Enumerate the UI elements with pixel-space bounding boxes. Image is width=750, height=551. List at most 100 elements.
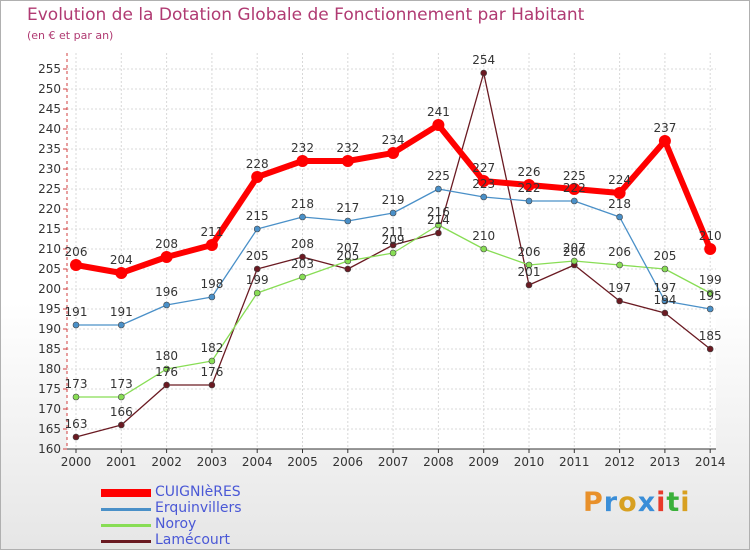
y-tick-label: 240 xyxy=(38,122,61,136)
data-label: 206 xyxy=(518,245,541,259)
proxiti-logo: Proxiti xyxy=(583,487,691,518)
data-label: 198 xyxy=(200,277,223,291)
x-tick-label: 2014 xyxy=(695,455,726,469)
data-label: 205 xyxy=(246,249,269,263)
y-tick-label: 220 xyxy=(38,202,61,216)
data-point xyxy=(253,289,261,297)
y-tick-label: 235 xyxy=(38,142,61,156)
data-label: 214 xyxy=(427,213,450,227)
data-point xyxy=(118,421,125,429)
data-point xyxy=(344,217,352,225)
data-label: 199 xyxy=(699,273,722,287)
data-point xyxy=(661,297,669,305)
data-point xyxy=(299,213,306,221)
data-point xyxy=(72,393,80,401)
y-tick-label: 195 xyxy=(38,302,61,316)
y-tick-label: 210 xyxy=(38,242,61,256)
legend-label: Erquinvillers xyxy=(155,500,242,516)
data-label: 191 xyxy=(65,305,88,319)
data-point xyxy=(658,135,671,147)
data-label: 234 xyxy=(382,133,405,147)
data-label: 208 xyxy=(155,237,178,251)
data-point xyxy=(208,381,216,389)
x-tick-label: 2012 xyxy=(604,455,635,469)
data-label: 206 xyxy=(563,245,586,259)
data-point xyxy=(432,119,445,131)
data-point xyxy=(525,281,533,289)
y-tick-label: 215 xyxy=(38,222,61,236)
logo-letter: i xyxy=(680,487,691,518)
data-label: 232 xyxy=(336,141,359,155)
data-point xyxy=(706,345,714,353)
y-tick-label: 190 xyxy=(38,322,61,336)
data-label: 225 xyxy=(563,169,586,183)
data-label: 254 xyxy=(472,53,495,67)
data-label: 218 xyxy=(608,197,631,211)
data-label: 196 xyxy=(155,285,178,299)
data-label: 208 xyxy=(291,237,314,251)
data-label: 216 xyxy=(427,205,450,219)
data-label: 173 xyxy=(110,377,133,391)
data-point xyxy=(296,155,309,167)
data-point xyxy=(387,147,400,159)
data-point xyxy=(616,213,623,221)
data-point xyxy=(704,243,717,255)
x-tick-label: 2010 xyxy=(514,455,545,469)
data-point xyxy=(389,249,397,257)
data-point xyxy=(205,239,218,251)
data-label: 203 xyxy=(291,257,314,271)
data-point xyxy=(341,155,354,167)
data-label: 209 xyxy=(382,233,405,247)
data-label: 180 xyxy=(155,349,178,363)
data-label: 224 xyxy=(608,173,631,187)
data-label: 210 xyxy=(472,229,495,243)
y-tick-label: 160 xyxy=(38,442,61,456)
data-label: 205 xyxy=(653,249,676,263)
y-tick-label: 170 xyxy=(38,402,61,416)
data-label: 207 xyxy=(336,241,359,255)
chart-subtitle: (en € et par an) xyxy=(27,29,114,42)
data-point xyxy=(115,267,128,279)
data-point xyxy=(435,221,442,229)
y-tick-label: 230 xyxy=(38,162,61,176)
data-point xyxy=(299,253,306,261)
data-label: 223 xyxy=(472,177,495,191)
y-tick-label: 175 xyxy=(38,382,61,396)
data-label: 206 xyxy=(65,245,88,259)
data-point xyxy=(72,433,80,441)
data-point xyxy=(118,393,125,401)
data-label: 211 xyxy=(200,225,223,239)
data-label: 222 xyxy=(563,181,586,195)
legend-label: Noroy xyxy=(155,516,197,532)
data-point xyxy=(435,185,442,193)
data-label: 194 xyxy=(653,293,676,307)
y-tick-label: 180 xyxy=(38,362,61,376)
logo-letter: i xyxy=(656,487,667,518)
data-label: 232 xyxy=(291,141,314,155)
data-point xyxy=(525,261,533,269)
logo-letter: x xyxy=(637,487,657,518)
data-point xyxy=(570,197,578,205)
data-label: 185 xyxy=(699,329,722,343)
data-point xyxy=(251,171,264,183)
data-label: 176 xyxy=(155,365,178,379)
x-tick-label: 2011 xyxy=(559,455,590,469)
data-point xyxy=(389,241,397,249)
data-point xyxy=(344,265,352,273)
data-point xyxy=(253,225,261,233)
data-label: 227 xyxy=(472,161,495,175)
data-label: 204 xyxy=(110,253,133,267)
data-label: 199 xyxy=(246,273,269,287)
data-label: 205 xyxy=(336,249,359,263)
data-label: 215 xyxy=(246,209,269,223)
x-tick-label: 2000 xyxy=(61,455,92,469)
data-point xyxy=(163,365,170,373)
data-point xyxy=(480,193,488,201)
data-label: 222 xyxy=(518,181,541,195)
x-tick-label: 2007 xyxy=(378,455,409,469)
logo-letter: r xyxy=(603,487,619,518)
logo-letter: o xyxy=(618,487,638,518)
data-point xyxy=(118,321,125,329)
